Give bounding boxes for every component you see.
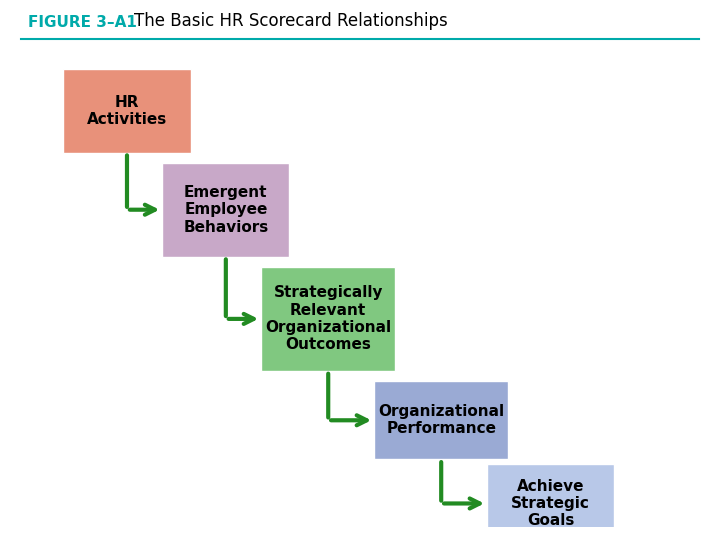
Text: Strategically
Relevant
Organizational
Outcomes: Strategically Relevant Organizational Ou… — [265, 285, 391, 353]
Text: Organizational
Performance: Organizational Performance — [378, 404, 504, 436]
FancyBboxPatch shape — [487, 464, 614, 540]
FancyBboxPatch shape — [162, 163, 289, 256]
Text: Achieve
Strategic
Goals: Achieve Strategic Goals — [511, 478, 590, 528]
Text: HR
Activities: HR Activities — [87, 94, 167, 127]
FancyBboxPatch shape — [261, 267, 395, 371]
Text: Emergent
Employee
Behaviors: Emergent Employee Behaviors — [183, 185, 269, 234]
FancyBboxPatch shape — [63, 69, 191, 152]
FancyBboxPatch shape — [374, 381, 508, 460]
Text: FIGURE 3–A1: FIGURE 3–A1 — [28, 15, 137, 30]
Text: The Basic HR Scorecard Relationships: The Basic HR Scorecard Relationships — [134, 12, 448, 30]
